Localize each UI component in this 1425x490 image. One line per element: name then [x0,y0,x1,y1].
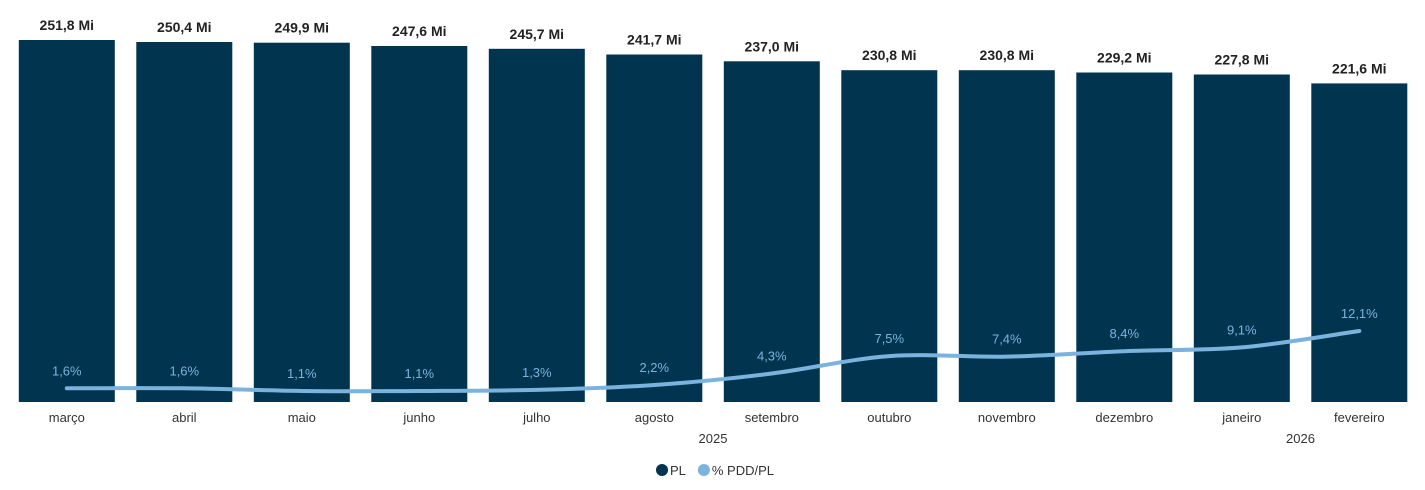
bar-value-label: 250,4 Mi [157,19,211,35]
line-value-label: 9,1% [1227,322,1257,337]
bar-value-label: 221,6 Mi [1332,60,1386,76]
x-tick-label: fevereiro [1334,410,1385,425]
line-value-label: 1,3% [522,365,552,380]
bar-series-pl [18,40,1408,403]
line-point-11 [1357,329,1361,333]
bar-pl-10 [1193,74,1290,402]
bar-pl-1 [136,42,233,402]
bar-value-label: 229,2 Mi [1097,50,1151,66]
bar-pl-8 [958,70,1055,402]
x-tick-label: setembro [745,410,799,425]
line-point-7 [887,354,891,358]
bar-value-label: 230,8 Mi [980,47,1034,63]
bar-value-label: 251,8 Mi [40,17,94,33]
bar-value-label: 249,9 Mi [275,20,329,36]
x-axis-year-labels: 2025 2026 [699,431,1315,446]
bar-value-label: 230,8 Mi [862,47,916,63]
x-year-label: 2026 [1286,431,1315,446]
x-tick-label: agosto [635,410,674,425]
bar-pl-2 [253,42,350,402]
line-point-10 [1240,345,1244,349]
line-value-label: 2,2% [639,360,669,375]
line-value-label: 1,1% [404,366,434,381]
line-point-6 [770,372,774,375]
bar-pl-5 [606,54,703,402]
bar-value-label: 227,8 Mi [1215,52,1269,68]
bar-value-label: 245,7 Mi [510,26,564,42]
line-point-0 [65,386,69,390]
x-tick-label: dezembro [1095,410,1153,425]
bar-data-labels: 251,8 Mi 250,4 Mi 249,9 Mi 247,6 Mi 245,7 Mi… [40,17,1387,76]
x-tick-label: junho [402,410,435,425]
line-value-label: 7,4% [992,332,1022,347]
line-value-label: 4,3% [757,349,787,364]
legend-label: PL [670,463,686,478]
line-point-4 [535,388,539,392]
legend-marker [697,464,710,476]
bar-pl-4 [488,48,585,403]
line-pdd-pl [64,329,1362,394]
line-point-9 [1122,349,1126,353]
chart-legend: PL % PDD/PL [656,463,774,478]
line-value-label: 1,6% [52,363,82,378]
line-value-label: 7,5% [874,331,904,346]
line-value-label: 12,1% [1341,306,1378,321]
x-tick-label: março [49,410,85,425]
legend-marker [656,464,668,476]
bar-value-label: 247,6 Mi [392,23,446,39]
bar-pl-11 [1311,83,1408,403]
x-tick-label: abril [172,410,197,425]
line-point-1 [182,386,186,390]
x-tick-label: maio [288,410,316,425]
line-series-pdd-pl [64,329,1362,394]
line-value-label: 1,1% [287,366,317,381]
line-point-8 [1005,355,1009,359]
line-point-3 [417,389,421,393]
bar-pl-7 [841,70,938,402]
line-data-labels: 1,6% 1,6% 1,1% 1,1% 1,3% 2,2% 4,3% 7,5% 7,4% 8,4%… [52,306,1378,381]
line-point-2 [300,389,304,393]
legend-label: % PDD/PL [712,463,774,478]
bar-pl-9 [1076,72,1173,402]
line-value-label: 1,6% [169,363,199,378]
x-axis-tick-labels: março abril maio junho julho agosto setembro ou… [49,410,1385,425]
x-tick-label: novembro [978,410,1036,425]
line-value-label: 8,4% [1109,326,1139,341]
x-year-label: 2025 [699,431,728,446]
bar-pl-0 [18,40,115,402]
x-tick-label: outubro [867,410,911,425]
x-tick-label: janeiro [1221,410,1261,425]
bar-value-label: 241,7 Mi [627,32,681,48]
x-tick-label: julho [522,410,550,425]
bar-value-label: 237,0 Mi [745,38,799,54]
line-point-5 [652,383,656,387]
bar-pl-6 [723,61,820,403]
bar-pl-3 [371,46,468,402]
